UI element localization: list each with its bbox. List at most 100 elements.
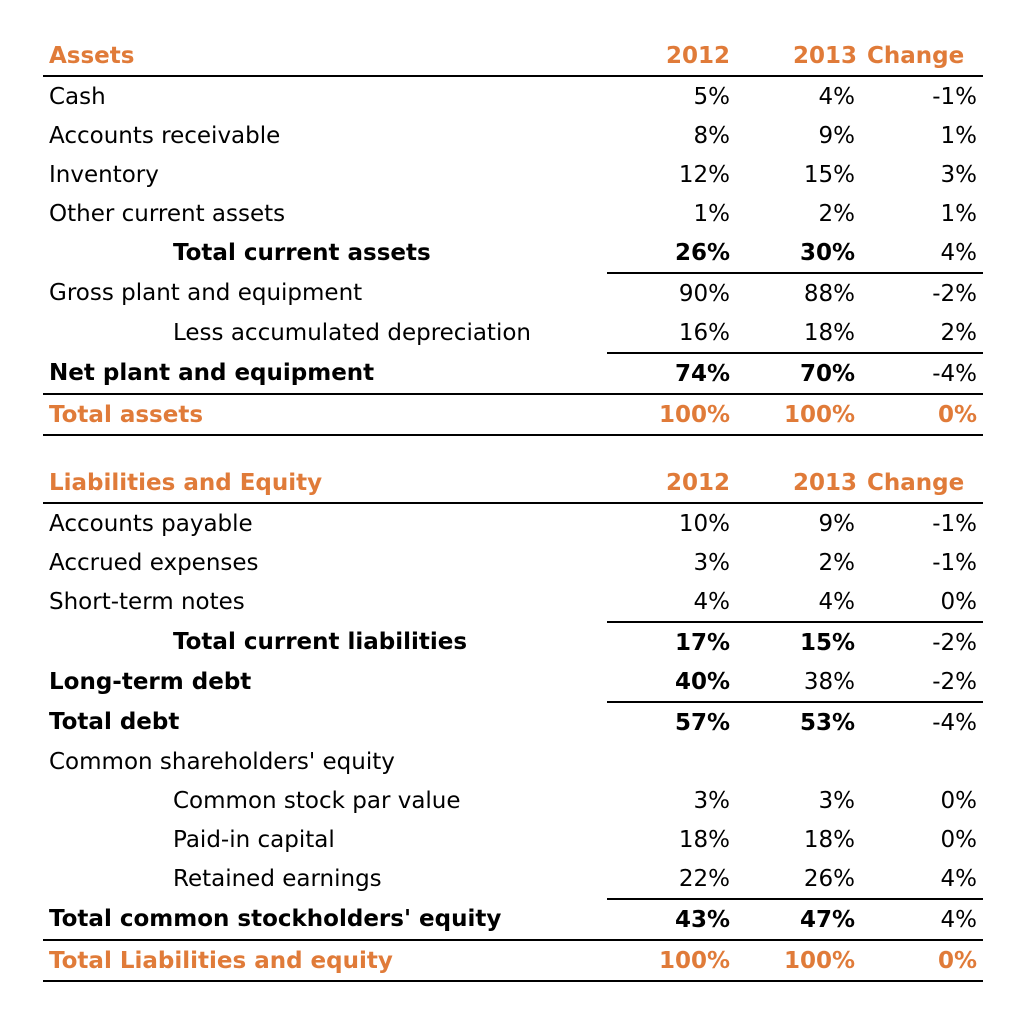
value-2012: 26% xyxy=(607,233,732,274)
value-2012: 16% xyxy=(607,313,732,354)
value-2012: 100% xyxy=(607,940,732,982)
table-row: Short-term notes 4% 4% 0% xyxy=(43,582,983,623)
value-change: 4% xyxy=(857,859,983,900)
value-2012: 1% xyxy=(693,200,731,227)
value-2012: 3% xyxy=(693,549,731,576)
liabilities-table: Liabilities and Equity 2012 2013 Change … xyxy=(43,463,983,982)
value-change: 0% xyxy=(940,787,978,814)
value-change: -4% xyxy=(857,353,983,395)
value-2012: 90% xyxy=(678,280,730,307)
value-2013: 38% xyxy=(732,662,857,703)
value-2013: 100% xyxy=(732,940,857,982)
value-2012: 4% xyxy=(607,582,732,623)
value-2013: 15% xyxy=(799,629,855,656)
value-2013: 18% xyxy=(803,826,855,853)
table-row: Paid-in capital 18% 18% 0% xyxy=(43,820,983,859)
table-row: Accrued expenses 3% 2% -1% xyxy=(43,543,983,582)
liabilities-header-2013: 2013 xyxy=(732,463,857,504)
liabilities-header-change: Change xyxy=(857,463,983,504)
value-2012: 100% xyxy=(607,394,732,436)
value-2012: 22% xyxy=(607,859,732,900)
total-row: Total assets 100% 100% 0% xyxy=(43,394,983,436)
table-row: Accounts payable 10% 9% -1% xyxy=(43,503,983,543)
value-2012: 40% xyxy=(607,662,732,703)
value-2013: 30% xyxy=(732,233,857,274)
value-2012: 17% xyxy=(674,629,730,656)
section-label-row: Common shareholders' equity xyxy=(43,742,983,781)
total-row: Total Liabilities and equity 100% 100% 0… xyxy=(43,940,983,982)
assets-header-change: Change xyxy=(857,36,983,77)
row-label: Total Liabilities and equity xyxy=(43,940,607,982)
value-change: 0% xyxy=(857,394,983,436)
value-2013: 100% xyxy=(732,394,857,436)
row-label: Cash xyxy=(49,83,106,110)
row-label: Short-term notes xyxy=(49,589,245,615)
table-row: Cash 5% 4% -1% xyxy=(43,76,983,116)
row-label: Retained earnings xyxy=(173,866,382,892)
liabilities-header-row: Liabilities and Equity 2012 2013 Change xyxy=(43,463,983,504)
value-2013: 9% xyxy=(818,510,856,537)
table-row: Other current assets 1% 2% 1% xyxy=(43,194,983,233)
table-row: Inventory 12% 15% 3% xyxy=(43,155,983,194)
row-label: Less accumulated depreciation xyxy=(173,320,531,346)
row-label: Net plant and equipment xyxy=(43,353,607,395)
value-2013: 26% xyxy=(732,859,857,900)
table-row: Accounts receivable 8% 9% 1% xyxy=(43,116,983,155)
assets-table: Assets 2012 2013 Change Cash 5% 4% -1% A… xyxy=(43,36,983,436)
value-change: -1% xyxy=(932,549,977,576)
value-change: 1% xyxy=(940,200,978,227)
row-label: Inventory xyxy=(49,161,159,188)
value-change: 4% xyxy=(857,233,983,274)
value-change: -2% xyxy=(932,280,977,307)
value-2012: 74% xyxy=(607,353,732,395)
row-label: Total common stockholders' equity xyxy=(43,899,607,941)
value-2013: 4% xyxy=(732,582,857,623)
liabilities-header-label: Liabilities and Equity xyxy=(43,463,607,504)
value-2013: 15% xyxy=(803,161,855,188)
value-change: -1% xyxy=(932,510,977,537)
value-2013: 18% xyxy=(732,313,857,354)
subtotal-row: Total debt 57% 53% -4% xyxy=(43,702,983,742)
value-2012: 18% xyxy=(678,826,730,853)
value-2012: 57% xyxy=(674,709,730,736)
value-2012: 12% xyxy=(678,161,730,188)
value-change: 1% xyxy=(940,122,978,149)
subtotal-row: Net plant and equipment 74% 70% -4% xyxy=(43,353,983,395)
table-row: Common stock par value 3% 3% 0% xyxy=(43,781,983,820)
value-change xyxy=(857,742,983,781)
row-label: Accounts payable xyxy=(49,510,253,537)
value-2012: 3% xyxy=(693,787,731,814)
table-row: Gross plant and equipment 90% 88% -2% xyxy=(43,273,983,313)
row-label: Total assets xyxy=(43,394,607,436)
value-change: 2% xyxy=(857,313,983,354)
liabilities-header-2012: 2012 xyxy=(607,463,732,504)
value-change: -2% xyxy=(932,629,977,656)
value-2012: 5% xyxy=(693,83,731,110)
row-label: Gross plant and equipment xyxy=(49,280,363,306)
value-2013: 9% xyxy=(818,122,856,149)
row-label: Total debt xyxy=(49,709,180,735)
assets-header-label: Assets xyxy=(43,36,607,77)
row-label: Total current assets xyxy=(173,240,431,266)
subtotal-row: Total current liabilities 17% 15% -2% xyxy=(43,622,983,662)
table-row: Retained earnings 22% 26% 4% xyxy=(43,859,983,900)
value-2012: 10% xyxy=(678,510,730,537)
subtotal-row: Total current assets 26% 30% 4% xyxy=(43,233,983,274)
value-2013: 53% xyxy=(799,709,855,736)
value-change: 0% xyxy=(857,582,983,623)
table-row: Less accumulated depreciation 16% 18% 2% xyxy=(43,313,983,354)
value-2013 xyxy=(732,742,857,781)
value-2012 xyxy=(607,742,732,781)
value-2013: 2% xyxy=(818,549,856,576)
value-change: 3% xyxy=(940,161,978,188)
value-2013: 88% xyxy=(803,280,855,307)
value-change: -4% xyxy=(932,709,977,736)
row-label: Accounts receivable xyxy=(49,122,281,149)
row-label: Common shareholders' equity xyxy=(49,748,395,775)
value-2012: 8% xyxy=(693,122,731,149)
value-2013: 3% xyxy=(818,787,856,814)
row-label: Other current assets xyxy=(49,200,286,227)
row-label: Accrued expenses xyxy=(49,549,259,576)
assets-header-row: Assets 2012 2013 Change xyxy=(43,36,983,77)
value-2013: 2% xyxy=(818,200,856,227)
